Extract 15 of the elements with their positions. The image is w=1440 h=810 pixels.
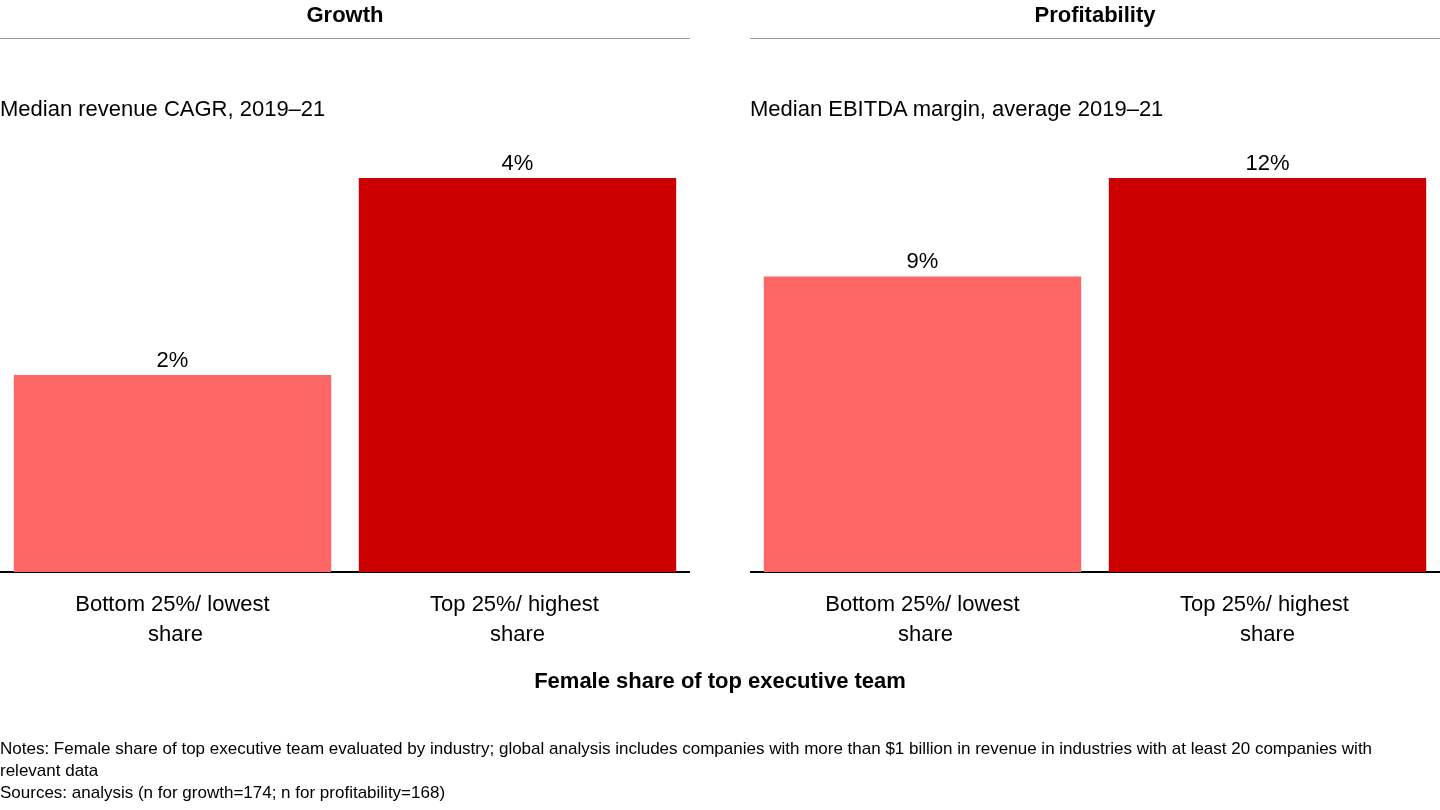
data-label: 12% [1245,149,1290,175]
chart-subtitle: Median revenue CAGR, 2019–21 [0,95,326,121]
source-note: Sources: analysis (n for growth=174; n for profitability=168) [0,782,447,804]
x-tick-label: Bottom 25%/ lowest share [825,590,1020,646]
x-tick-label: Bottom 25%/ lowest share [75,590,270,646]
data-label: 4% [501,149,534,175]
x-tick-label: Top 25%/ highest share [1180,590,1355,646]
text: Notes: Female share of top executive team evaluated by industry; global analysis includes companies with more than $1 billion in revenue in industries with at least 20 companies with relevant data [0,738,1374,782]
chart-subtitle: Median EBITDA margin, average 2019–21 [750,95,1164,121]
chart-title: Growth [0,0,690,39]
data-label: 2% [156,346,189,372]
chart-title: Profitability [750,0,1440,39]
x-axis-title: Female share of top executive team [533,668,907,694]
x-tick-label: Top 25%/ highest share [430,590,605,646]
data-label: 9% [906,248,939,273]
